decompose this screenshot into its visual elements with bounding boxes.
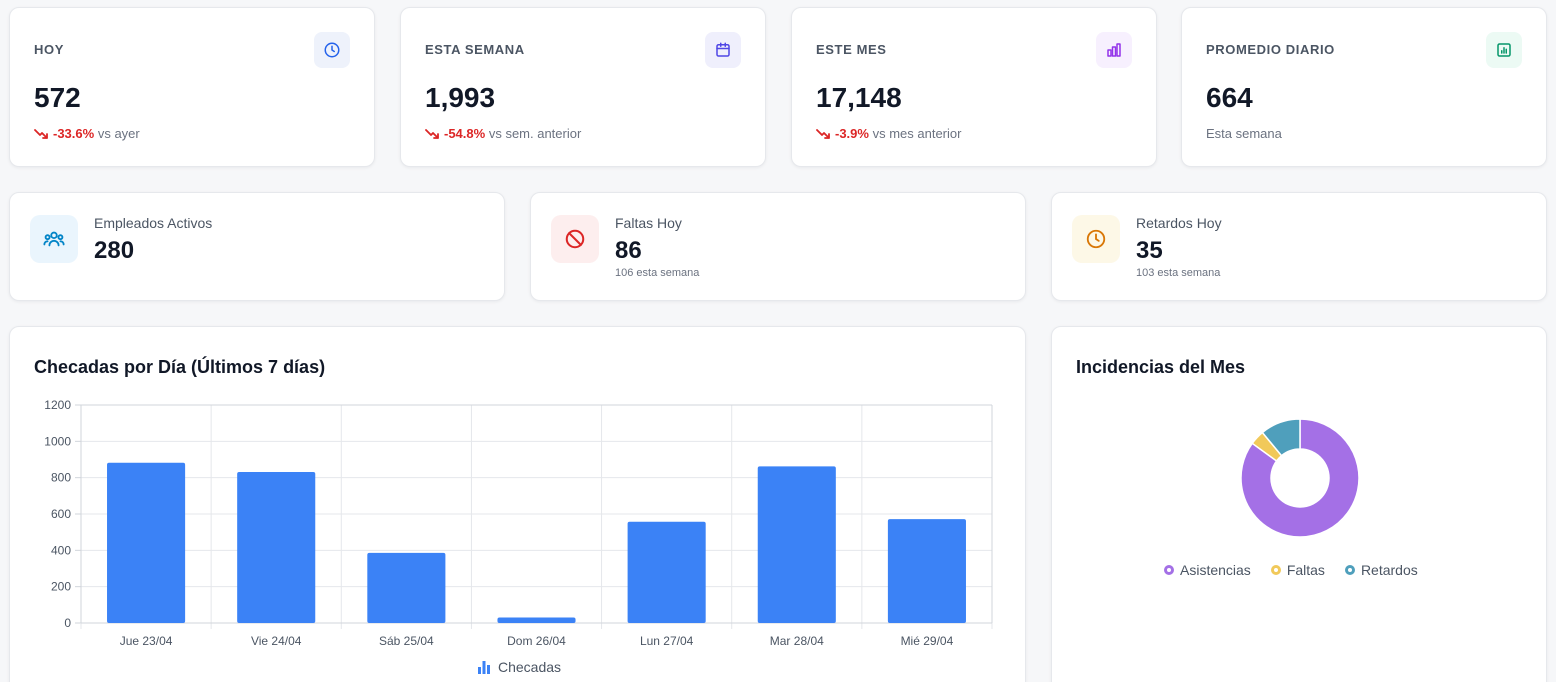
summary-value: 35: [1136, 237, 1163, 264]
bar-legend[interactable]: Checadas: [477, 659, 561, 675]
summary-value: 280: [94, 237, 135, 264]
stat-card-promedio: PROMEDIO DIARIO 664 Esta semana: [1181, 7, 1547, 167]
users-icon: [30, 215, 78, 263]
stat-label: ESTE MES: [816, 42, 887, 57]
change-text: vs ayer: [97, 126, 140, 141]
donut-chart: [1240, 418, 1360, 538]
bar-chart-legend-icon: [478, 661, 490, 674]
summary-card-retardos: Retardos Hoy 35 103 esta semana: [1051, 192, 1547, 301]
legend-label: Retardos: [1360, 562, 1418, 578]
stat-change: -33.6% vs ayer: [34, 126, 140, 141]
legend-label: Asistencias: [1180, 562, 1251, 578]
legend-label: Checadas: [498, 659, 562, 675]
donut-slice: [1261, 418, 1301, 457]
x-tick-label: Vie 24/04: [251, 634, 302, 648]
stat-card-mes: ESTE MES 17,148 -3.9% vs mes anterior: [791, 7, 1157, 167]
bar-chart-panel: Checadas por Día (Últimos 7 días) 0 200 40…: [9, 326, 1026, 682]
bar: [497, 617, 576, 623]
stat-label: ESTA SEMANA: [425, 42, 525, 57]
trend-down-icon: [425, 129, 439, 139]
change-percent: -54.8%: [444, 126, 486, 141]
legend-dot-icon: [1344, 565, 1355, 575]
bar: [107, 462, 186, 623]
bar-chart: 0 200 400 600 800 1000 1200 Jue 23/04 Vie 24/04 S…: [44, 398, 993, 648]
y-tick-label: 1000: [44, 434, 71, 448]
y-tick-label: 400: [51, 543, 71, 557]
panel-title: Incidencias del Mes: [1076, 357, 1246, 377]
legend-label: Faltas: [1286, 562, 1325, 578]
stat-value: 17,148: [816, 82, 902, 113]
y-tick-label: 800: [51, 471, 71, 485]
calendar-icon: [705, 32, 741, 68]
trend-down-icon: [816, 129, 830, 139]
summary-label: Empleados Activos: [94, 215, 213, 231]
stat-value: 1,993: [425, 82, 496, 113]
donut-chart-panel: Incidencias del Mes Asistencias Faltas Ret…: [1051, 326, 1547, 682]
stat-value: 664: [1206, 82, 1253, 113]
bar-chart-icon: [1096, 32, 1132, 68]
x-tick-label: Jue 23/04: [120, 634, 173, 648]
stat-sub: Esta semana: [1206, 126, 1282, 141]
x-tick-label: Lun 27/04: [640, 634, 694, 648]
stat-value: 572: [34, 82, 81, 113]
stat-change: -54.8% vs sem. anterior: [425, 126, 581, 141]
change-percent: -33.6%: [53, 126, 95, 141]
bar: [627, 521, 706, 623]
stat-label: PROMEDIO DIARIO: [1206, 42, 1335, 57]
panel-title: Checadas por Día (Últimos 7 días): [34, 357, 326, 377]
stat-label: HOY: [34, 42, 64, 57]
summary-value: 86: [615, 237, 642, 264]
legend-dot-icon: [1164, 565, 1174, 575]
x-tick-label: Dom 26/04: [507, 634, 566, 648]
bar: [887, 519, 966, 623]
change-text: vs sem. anterior: [488, 126, 582, 141]
bar: [367, 552, 446, 623]
clock-icon: [314, 32, 350, 68]
donut-slice: [1240, 418, 1360, 538]
stat-card-semana: ESTA SEMANA 1,993 -54.8% vs sem. anterio…: [400, 7, 766, 167]
summary-card-faltas: Faltas Hoy 86 106 esta semana: [530, 192, 1026, 301]
bar: [237, 472, 316, 623]
x-tick-label: Mié 29/04: [901, 634, 954, 648]
y-tick-label: 1200: [44, 398, 71, 412]
legend-item[interactable]: Asistencias: [1164, 562, 1251, 578]
summary-card-empleados: Empleados Activos 280: [9, 192, 505, 301]
x-tick-label: Sáb 25/04: [379, 634, 434, 648]
summary-sub: 106 esta semana: [615, 267, 700, 279]
y-tick-label: 0: [64, 616, 71, 630]
clock-icon: [1072, 215, 1120, 263]
change-percent: -3.9%: [835, 126, 869, 141]
trend-down-icon: [34, 129, 48, 139]
ban-icon: [551, 215, 599, 263]
change-text: vs mes anterior: [872, 126, 962, 141]
legend-item[interactable]: Retardos: [1344, 562, 1418, 578]
summary-label: Faltas Hoy: [615, 215, 682, 231]
y-tick-label: 200: [51, 580, 71, 594]
summary-sub: 103 esta semana: [1136, 267, 1221, 279]
donut-legend: Asistencias Faltas Retardos: [1164, 562, 1418, 578]
summary-label: Retardos Hoy: [1136, 215, 1222, 231]
bar: [757, 466, 836, 623]
legend-dot-icon: [1270, 565, 1281, 575]
chart-square-icon: [1486, 32, 1522, 68]
stat-change: -3.9% vs mes anterior: [816, 126, 961, 141]
stat-card-hoy: HOY 572 -33.6% vs ayer: [9, 7, 375, 167]
y-tick-label: 600: [51, 507, 71, 521]
x-tick-label: Mar 28/04: [770, 634, 824, 648]
legend-item[interactable]: Faltas: [1270, 562, 1325, 578]
